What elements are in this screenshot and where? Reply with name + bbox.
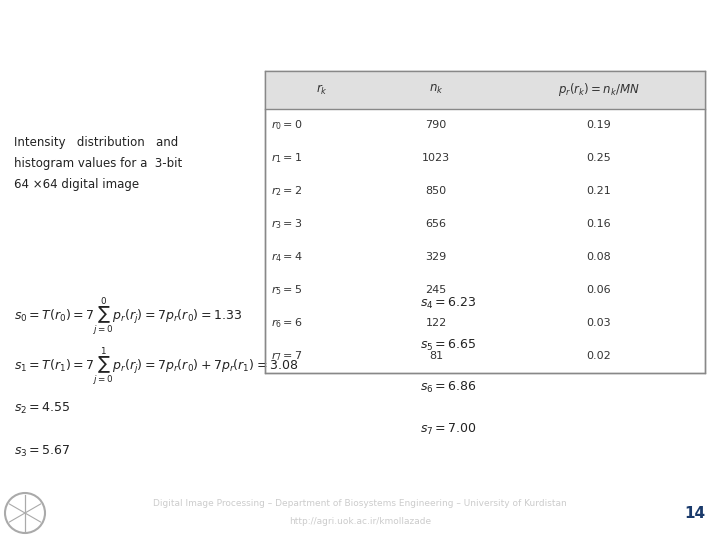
Text: $r_0 = 0$: $r_0 = 0$ — [271, 118, 303, 132]
Text: $r_7 = 7$: $r_7 = 7$ — [271, 349, 302, 363]
Text: 122: 122 — [426, 319, 446, 328]
Text: $s_0 = T(r_0) = 7\sum_{j=0}^{0} p_r(r_j) = 7p_r(r_0) = 1.33$: $s_0 = T(r_0) = 7\sum_{j=0}^{0} p_r(r_j)… — [14, 296, 242, 338]
Text: $s_3 = 5.67$: $s_3 = 5.67$ — [14, 444, 71, 459]
FancyBboxPatch shape — [265, 71, 705, 109]
Text: $r_2 = 2$: $r_2 = 2$ — [271, 185, 302, 198]
Text: 0.16: 0.16 — [587, 219, 611, 230]
Text: $n_k$: $n_k$ — [428, 83, 444, 96]
Text: $s_6 = 6.86$: $s_6 = 6.86$ — [420, 380, 477, 395]
Text: $s_5 = 6.65$: $s_5 = 6.65$ — [420, 338, 477, 353]
Text: 790: 790 — [426, 120, 446, 130]
Text: 0.19: 0.19 — [587, 120, 611, 130]
Text: $r_3 = 3$: $r_3 = 3$ — [271, 218, 302, 231]
Text: 81: 81 — [429, 352, 443, 361]
Text: 329: 329 — [426, 252, 446, 262]
Text: $r_1 = 1$: $r_1 = 1$ — [271, 151, 302, 165]
Text: 0.02: 0.02 — [587, 352, 611, 361]
Text: $p_r(r_k) = n_k/MN$: $p_r(r_k) = n_k/MN$ — [558, 82, 640, 98]
Text: $r_6 = 6$: $r_6 = 6$ — [271, 316, 303, 330]
Text: 656: 656 — [426, 219, 446, 230]
Text: $r_4 = 4$: $r_4 = 4$ — [271, 251, 303, 264]
Text: Intensity   distribution   and
histogram values for a  3-bit
64 ×64 digital imag: Intensity distribution and histogram val… — [14, 136, 182, 191]
Text: 0.08: 0.08 — [587, 252, 611, 262]
Text: Digital Image Processing – Department of Biosystems Engineering – University of : Digital Image Processing – Department of… — [153, 500, 567, 509]
Text: $s_7 = 7.00$: $s_7 = 7.00$ — [420, 422, 477, 437]
Text: http://agri.uok.ac.ir/kmollazade: http://agri.uok.ac.ir/kmollazade — [289, 517, 431, 526]
Text: 245: 245 — [426, 286, 446, 295]
Text: 14: 14 — [685, 505, 706, 521]
Text: 0.21: 0.21 — [587, 186, 611, 197]
Text: $s_4 = 6.23$: $s_4 = 6.23$ — [420, 296, 476, 311]
Text: $r_k$: $r_k$ — [316, 83, 328, 97]
Text: 850: 850 — [426, 186, 446, 197]
Circle shape — [673, 491, 717, 535]
Text: 1023: 1023 — [422, 153, 450, 163]
Text: $s_1 = T(r_1) = 7\sum_{j=0}^{1} p_r(r_j) = 7p_r(r_0) + 7p_r(r_1) = 3.08$: $s_1 = T(r_1) = 7\sum_{j=0}^{1} p_r(r_j)… — [14, 346, 298, 388]
Text: 0.25: 0.25 — [587, 153, 611, 163]
Text: A numerical example for histogram equalization: A numerical example for histogram equali… — [9, 23, 519, 42]
FancyBboxPatch shape — [265, 71, 705, 373]
Text: $s_2 = 4.55$: $s_2 = 4.55$ — [14, 401, 71, 416]
Text: 0.03: 0.03 — [587, 319, 611, 328]
Text: 0.06: 0.06 — [587, 286, 611, 295]
Text: $r_5 = 5$: $r_5 = 5$ — [271, 284, 302, 298]
